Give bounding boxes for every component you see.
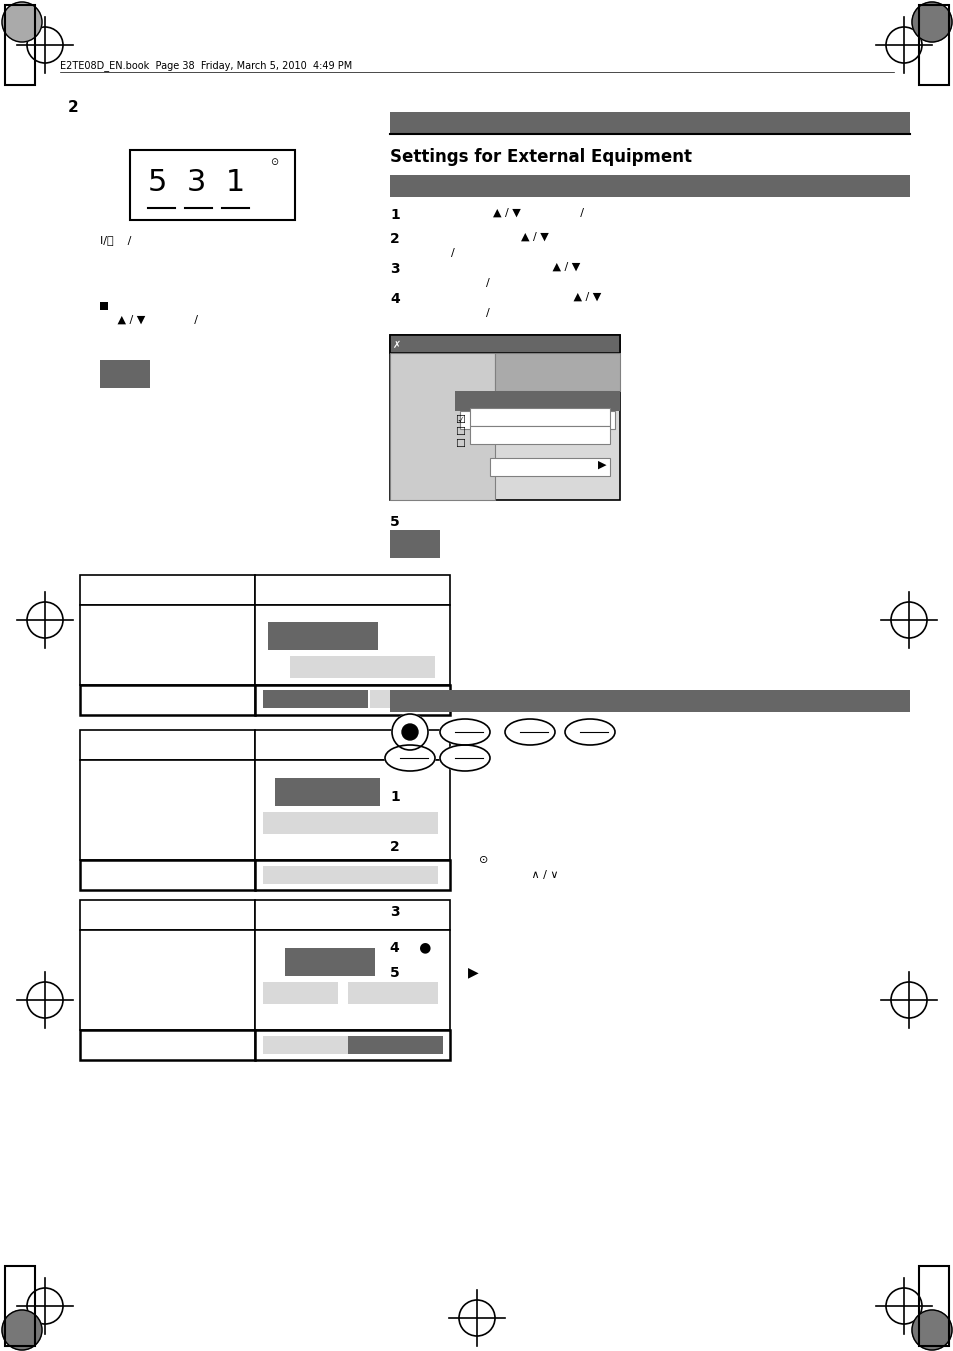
Text: /: / [430,249,455,258]
Text: ▲ / ▼: ▲ / ▼ [430,292,600,303]
Bar [80,730,254,761]
Text: ▶: ▶ [598,459,606,470]
Bar [263,812,437,834]
Text: 1: 1 [390,208,399,222]
Text: 2: 2 [68,100,79,115]
Bar [80,605,254,685]
Circle shape [401,724,417,740]
Ellipse shape [439,719,490,744]
Text: 2: 2 [390,840,399,854]
Bar [268,621,377,650]
Bar [490,458,609,476]
Text: I/⏻    /: I/⏻ / [100,235,132,245]
Bar [80,861,254,890]
Text: 5  3  1: 5 3 1 [148,168,245,197]
Bar [390,690,909,712]
Bar [274,778,379,807]
Bar [130,150,294,220]
Text: 5              ▶: 5 ▶ [390,965,478,979]
Bar [470,408,609,426]
Bar [5,5,35,85]
Bar [390,335,619,500]
Bar [470,426,609,444]
Bar [254,929,450,1029]
Circle shape [392,713,428,750]
Bar [5,1266,35,1346]
Text: ☑: ☑ [455,415,464,426]
Bar [390,176,909,197]
Bar [348,1036,442,1054]
Bar [918,5,948,85]
Text: E2TE08D_EN.book  Page 38  Friday, March 5, 2010  4:49 PM: E2TE08D_EN.book Page 38 Friday, March 5,… [60,59,352,70]
Bar [263,982,337,1004]
Bar [80,685,254,715]
Bar [263,1036,348,1054]
Bar [80,929,254,1029]
Bar [348,982,437,1004]
Bar [100,359,150,388]
Text: 4    ●: 4 ● [390,940,431,954]
Bar [390,335,619,353]
Ellipse shape [385,744,435,771]
Bar [495,353,619,390]
Text: ▲ / ▼: ▲ / ▼ [430,232,548,242]
Bar [370,690,439,708]
Bar [285,948,375,975]
Bar [254,576,450,605]
Circle shape [2,1,42,42]
Text: ⊙: ⊙ [430,855,488,865]
Bar [254,761,450,861]
Bar [254,730,450,761]
Bar [390,530,439,558]
Text: 2: 2 [390,232,399,246]
Text: ▲ / ▼              /: ▲ / ▼ / [100,315,198,326]
Text: /: / [430,308,489,317]
Circle shape [2,1310,42,1350]
Bar [254,1029,450,1061]
Text: 3: 3 [390,905,399,919]
Text: ☐: ☐ [455,427,464,436]
Bar [390,112,909,134]
Bar [455,390,619,411]
Text: ▲ / ▼                 /: ▲ / ▼ / [430,208,583,218]
Text: Settings for External Equipment: Settings for External Equipment [390,149,691,166]
Text: /: / [430,278,489,288]
Ellipse shape [504,719,555,744]
Bar [80,576,254,605]
Text: ✗: ✗ [393,340,400,350]
Bar [390,353,495,500]
Text: 3: 3 [390,262,399,276]
Bar [290,657,435,678]
Bar [254,861,450,890]
Text: ▲ / ▼: ▲ / ▼ [430,262,579,272]
Text: 1: 1 [390,790,399,804]
Circle shape [911,1,951,42]
Bar [459,411,615,430]
Bar [80,900,254,929]
Bar [254,900,450,929]
Ellipse shape [564,719,615,744]
Bar [254,605,450,685]
Bar [80,761,254,861]
Bar [100,303,108,309]
Text: ⊙: ⊙ [270,157,278,168]
Text: 4: 4 [390,292,399,305]
Bar [918,1266,948,1346]
Text: 5: 5 [390,515,399,530]
Bar [254,685,450,715]
Bar [80,1029,254,1061]
Bar [263,866,437,884]
Text: ☐: ☐ [455,439,464,449]
Circle shape [911,1310,951,1350]
Ellipse shape [439,744,490,771]
Bar [263,690,368,708]
Text: ∧ / ∨: ∧ / ∨ [430,870,558,880]
